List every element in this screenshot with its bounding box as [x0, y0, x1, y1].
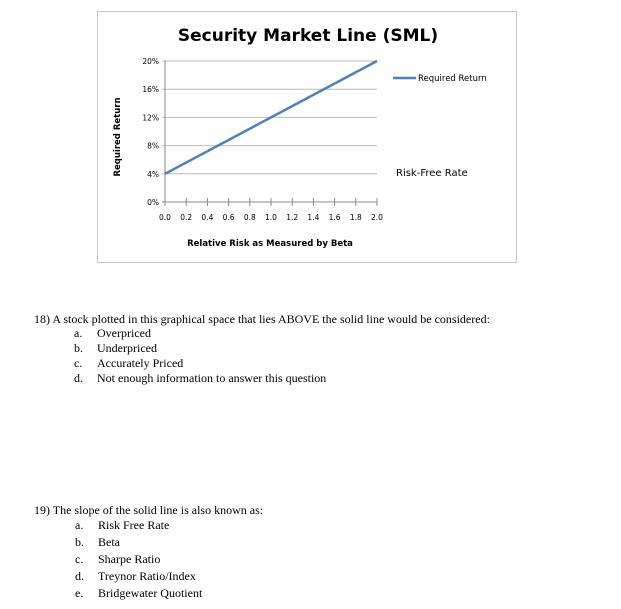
question-18: 18) A stock plotted in this graphical sp… [34, 312, 490, 326]
option-text: Overpriced [97, 326, 151, 340]
option-text: Bridgewater Quotient [98, 586, 203, 600]
series-line [164, 59, 378, 175]
y-tick-label: 12% [142, 113, 159, 122]
x-tick-label: 2.0 [371, 213, 383, 222]
x-tick-label: 1.0 [265, 213, 277, 222]
option-letter: c. [74, 356, 83, 370]
sml-chart: Security Market Line (SML) Required Retu… [97, 11, 517, 263]
question-19: 19) The slope of the solid line is also … [34, 503, 264, 517]
chart-title: Security Market Line (SML) [178, 26, 438, 46]
y-tick-label: 20% [142, 57, 159, 66]
y-tick-label: 0% [147, 198, 159, 207]
x-tick-label: 1.4 [307, 213, 319, 222]
y-tick-label: 4% [147, 170, 159, 179]
x-tick-label: 0.4 [201, 213, 213, 222]
legend-label: Required Return [418, 74, 487, 84]
x-tick-label: 0.2 [180, 213, 192, 222]
option-letter: b. [75, 535, 84, 549]
option-text: Risk Free Rate [98, 518, 170, 532]
option-text: Beta [98, 535, 120, 549]
option-letter: a. [75, 518, 84, 532]
option-text: Underpriced [97, 341, 157, 355]
option-letter: c. [75, 552, 84, 566]
option-text: Treynor Ratio/Index [98, 569, 196, 583]
x-tick-label: 1.2 [286, 213, 298, 222]
y-tick-label: 8% [147, 142, 159, 151]
x-tick-label: 0.8 [244, 213, 256, 222]
option-text: Accurately Priced [97, 356, 184, 370]
option-letter: b. [74, 341, 83, 355]
option-text: Not enough information to answer this qu… [97, 371, 327, 385]
risk-free-rate-annotation: Risk-Free Rate [396, 168, 468, 179]
option-letter: d. [75, 569, 84, 583]
option-letter: d. [74, 371, 83, 385]
y-axis-label: Required Return [113, 97, 123, 176]
y-tick-label: 16% [142, 85, 159, 94]
x-tick-label: 0.6 [223, 213, 235, 222]
x-tick-label: 1.6 [329, 213, 341, 222]
option-letter: e. [75, 586, 84, 600]
option-text: Sharpe Ratio [98, 552, 161, 566]
x-axis-label: Relative Risk as Measured by Beta [187, 239, 353, 249]
option-letter: a. [74, 326, 83, 340]
x-tick-label: 0.0 [159, 213, 171, 222]
chart-svg: Security Market Line (SML) Required Retu… [113, 26, 487, 249]
x-tick-label: 1.8 [350, 213, 362, 222]
